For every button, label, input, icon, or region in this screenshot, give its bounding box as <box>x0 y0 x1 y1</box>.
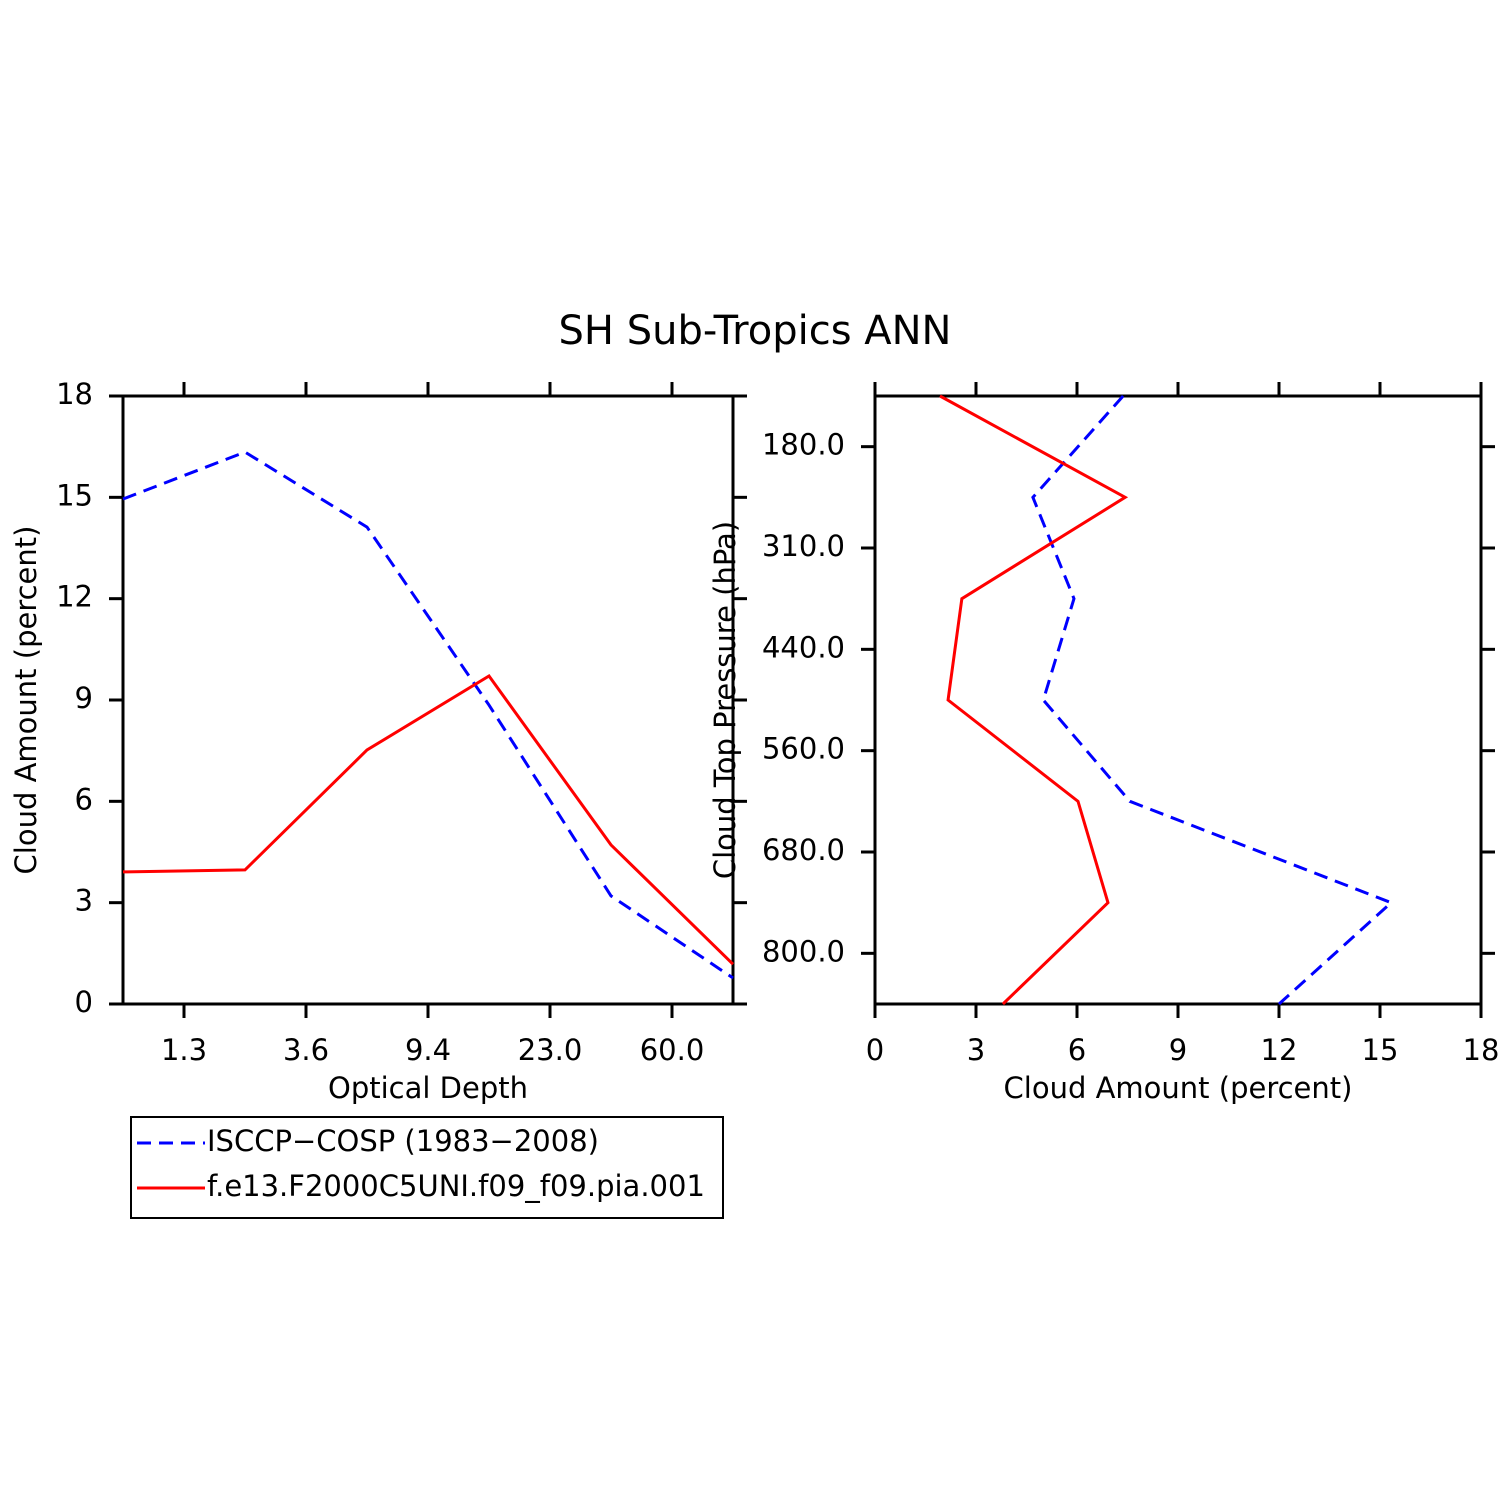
x-axis-label: Cloud Amount (percent) <box>1004 1071 1353 1105</box>
y-tick-label: 310.0 <box>762 529 845 563</box>
x-tick-label: 3.6 <box>283 1033 329 1067</box>
series-line <box>1031 395 1394 1006</box>
figure-title: SH Sub-Tropics ANN <box>559 308 952 354</box>
x-tick-label: 6 <box>1068 1033 1086 1067</box>
series-line <box>122 450 734 980</box>
y-tick-label: 560.0 <box>762 732 845 766</box>
y-tick-label: 15 <box>56 478 93 512</box>
y-tick-label: 440.0 <box>762 630 845 664</box>
y-tick-label: 9 <box>75 681 93 715</box>
x-tick-label: 9 <box>1169 1033 1187 1067</box>
y-tick-label: 6 <box>75 782 93 816</box>
legend-box <box>130 1116 724 1219</box>
x-tick-label: 15 <box>1362 1033 1399 1067</box>
y-tick-label: 3 <box>75 884 93 918</box>
plot-frame <box>121 394 735 1006</box>
y-tick-label: 0 <box>75 985 93 1019</box>
x-tick-label: 3 <box>967 1033 985 1067</box>
legend-label: f.e13.F2000C5UNI.f09_f09.pia.001 <box>207 1169 705 1203</box>
legend-label: ISCCP−COSP (1983−2008) <box>207 1124 599 1158</box>
x-tick-label: 23.0 <box>518 1033 583 1067</box>
x-axis-label: Optical Depth <box>328 1071 528 1105</box>
x-tick-label: 18 <box>1463 1033 1500 1067</box>
y-tick-label: 18 <box>56 377 93 411</box>
series-line <box>122 674 735 966</box>
x-tick-label: 0 <box>866 1033 884 1067</box>
series-line <box>939 394 1129 1006</box>
y-tick-label: 12 <box>56 580 93 614</box>
y-tick-label: 680.0 <box>762 833 845 867</box>
x-tick-label: 9.4 <box>405 1033 451 1067</box>
y-axis-label: Cloud Amount (percent) <box>9 526 43 875</box>
y-axis-label: Cloud Top Pressure (hPa) <box>708 521 742 879</box>
x-tick-label: 60.0 <box>640 1033 705 1067</box>
y-tick-label: 180.0 <box>762 428 845 462</box>
x-tick-label: 12 <box>1261 1033 1298 1067</box>
x-tick-label: 1.3 <box>161 1033 207 1067</box>
y-tick-label: 800.0 <box>762 934 845 968</box>
plot-frame <box>873 394 1483 1006</box>
